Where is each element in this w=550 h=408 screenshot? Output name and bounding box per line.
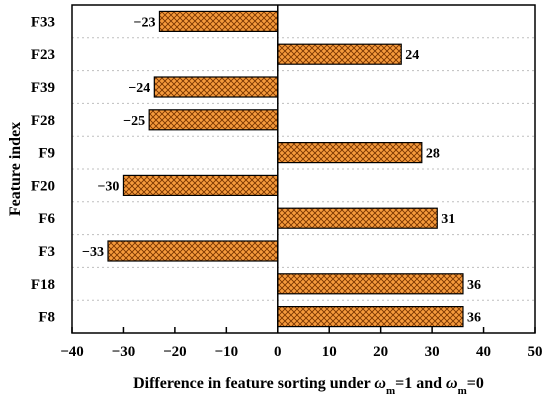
category-label: F33	[31, 14, 55, 30]
bar-f33	[158, 10, 279, 32]
bar-f39	[153, 76, 279, 98]
x-axis-title-suffix: =0	[467, 375, 484, 392]
data-label: −23	[133, 15, 155, 30]
x-tick-label: 20	[373, 344, 388, 360]
x-tick-label: −10	[215, 344, 239, 360]
category-label: F23	[31, 47, 55, 63]
labels: F33 −23 F23 24 F39 −24 F28 −25 F9 28 F20 −30 F6 31 F3 −…	[7, 14, 543, 397]
bars	[107, 10, 464, 328]
axes	[71, 4, 536, 334]
data-label: −33	[82, 245, 104, 260]
x-axis-title-var1: ω	[374, 375, 386, 392]
category-label: F28	[31, 113, 55, 129]
data-label: −24	[128, 81, 150, 96]
x-tick-label: 0	[274, 344, 282, 360]
data-label: −25	[123, 114, 145, 129]
x-tick-label: −20	[163, 344, 187, 360]
x-tick-label: 50	[528, 344, 543, 360]
data-label: −30	[97, 179, 119, 194]
category-label: F6	[38, 211, 55, 227]
x-axis-title-sub1: m	[386, 385, 395, 397]
category-label: F18	[31, 277, 55, 293]
x-axis-title-var2: ω	[446, 375, 458, 392]
x-axis-title: Difference in feature sorting under ωm=1…	[133, 375, 484, 397]
data-label: 24	[405, 48, 419, 63]
bar-f20	[122, 174, 279, 196]
category-label: F39	[31, 80, 55, 96]
grid-lines	[72, 37, 535, 301]
category-label: F8	[38, 310, 55, 326]
x-axis-title-prefix: Difference in feature sorting under	[133, 375, 374, 392]
category-label: F20	[31, 178, 55, 194]
bar-f18	[277, 273, 464, 295]
category-label: F9	[38, 146, 55, 162]
x-axis-title-mid: =1 and	[395, 375, 446, 392]
bar-f6	[277, 207, 438, 229]
bar-f8	[277, 306, 464, 328]
y-axis-title: Feature index	[7, 122, 24, 216]
x-tick-label: 10	[322, 344, 337, 360]
bar-f3	[107, 240, 279, 262]
data-label: 36	[467, 278, 481, 293]
plot-frame	[71, 4, 536, 334]
data-label: 31	[441, 212, 455, 227]
data-label: 36	[467, 311, 481, 326]
x-tick-label: 30	[425, 344, 440, 360]
x-tick-label: −30	[112, 344, 136, 360]
bar-f9	[277, 142, 423, 164]
x-tick-label: −40	[60, 344, 84, 360]
data-label: 28	[426, 147, 440, 162]
bar-f23	[277, 43, 402, 65]
category-label: F3	[38, 244, 55, 260]
bar-f28	[148, 109, 279, 131]
x-axis-title-sub2: m	[458, 385, 467, 397]
x-tick-label: 40	[476, 344, 491, 360]
